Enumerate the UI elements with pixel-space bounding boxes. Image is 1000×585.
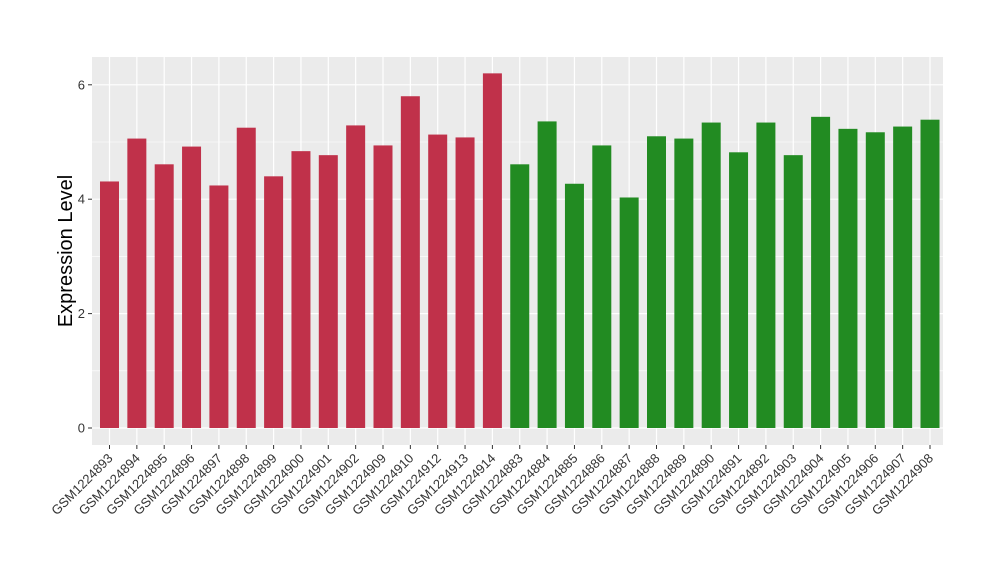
bar (619, 197, 639, 428)
bar (838, 128, 858, 428)
bar (537, 121, 557, 429)
bar (346, 125, 366, 429)
bar (893, 126, 913, 428)
bar (318, 155, 338, 428)
bar (592, 145, 612, 428)
bar (428, 134, 448, 428)
bar (811, 116, 831, 428)
bars (100, 73, 940, 429)
bar (756, 122, 776, 428)
bar (154, 164, 174, 429)
bar (783, 155, 803, 428)
bar (920, 119, 940, 428)
bar (182, 146, 202, 429)
y-axis-label: Expression Level (55, 175, 77, 327)
bar (236, 127, 256, 428)
bar (373, 145, 393, 428)
bar (127, 138, 147, 428)
bar (400, 96, 420, 429)
bar (291, 151, 311, 429)
bar (701, 122, 721, 428)
bar (647, 136, 666, 428)
y-tick-label: 4 (78, 192, 85, 207)
bar (865, 132, 885, 428)
bar (510, 164, 530, 429)
bar (455, 137, 475, 428)
bar (564, 183, 584, 428)
bar (674, 138, 694, 428)
axes: 0246GSM1224893GSM1224894GSM1224895GSM122… (48, 77, 936, 518)
y-tick-label: 6 (78, 77, 85, 92)
bar (482, 73, 502, 429)
bar (209, 185, 229, 428)
y-tick-label: 0 (78, 421, 85, 436)
bar (729, 152, 749, 428)
y-tick-label: 2 (78, 306, 85, 321)
bar (100, 181, 119, 428)
bar (264, 176, 284, 428)
